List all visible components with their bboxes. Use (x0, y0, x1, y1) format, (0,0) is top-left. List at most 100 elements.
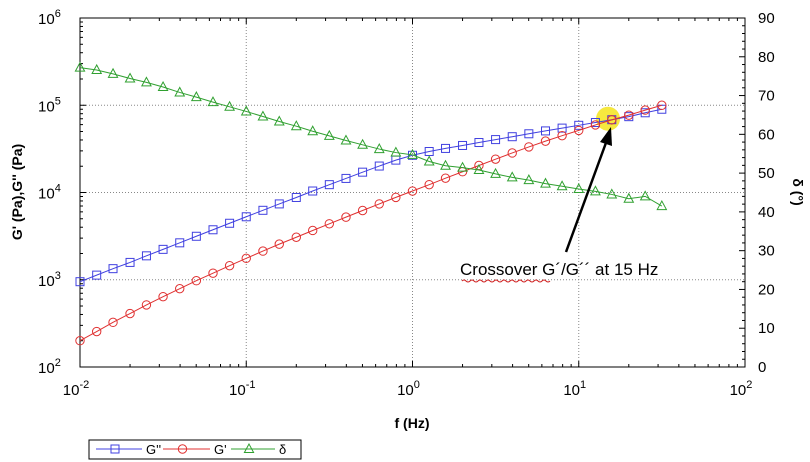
y-tick-label: 103 (38, 270, 61, 290)
data-point-square (75, 277, 85, 287)
data-point-circle (191, 276, 202, 286)
data-point-triangle (457, 161, 468, 172)
series-delta (74, 61, 668, 211)
data-point-circle (607, 115, 617, 125)
data-point-square (557, 123, 567, 133)
data-point-circle (241, 253, 251, 264)
data-point-triangle (141, 76, 152, 87)
data-point-triangle (390, 146, 402, 157)
annotation-arrow-line (564, 139, 609, 253)
data-point-square (225, 218, 235, 228)
data-point-square (640, 108, 650, 118)
data-point-circle (108, 317, 118, 328)
data-point-square (657, 104, 667, 114)
data-point-square (125, 257, 135, 267)
data-point-circle (208, 268, 218, 278)
x-tick-label: 100 (397, 379, 420, 399)
data-point-triangle (407, 148, 418, 159)
data-point-square (491, 135, 501, 145)
data-point-circle (291, 232, 301, 242)
data-point-square (358, 167, 368, 177)
y2-tick-label: 20 (758, 281, 775, 298)
y-tick-label: 104 (38, 183, 61, 203)
y2-tick-label: 50 (758, 165, 775, 182)
data-point-circle (440, 173, 451, 183)
data-point-square (541, 126, 551, 136)
data-point-triangle (573, 182, 585, 194)
data-point-triangle (656, 200, 668, 211)
data-point-circle (557, 130, 567, 141)
data-point-square (441, 143, 451, 153)
data-point-square (291, 192, 301, 202)
data-point-square (241, 212, 251, 222)
data-point-triangle (124, 72, 136, 83)
data-point-triangle (190, 91, 202, 102)
data-point-triangle (257, 110, 269, 121)
data-point-circle (590, 120, 601, 130)
data-point-triangle (157, 80, 169, 92)
data-point-triangle (540, 177, 551, 188)
data-point-triangle (240, 105, 252, 116)
data-point-triangle (556, 180, 568, 191)
data-point-square (408, 150, 417, 160)
data-point-triangle (323, 129, 335, 140)
data-point-circle (524, 142, 534, 152)
data-point-square (458, 140, 468, 150)
x-axis-title: f (Hz) (395, 415, 430, 431)
data-point-square (208, 225, 218, 235)
data-point-circle (407, 186, 418, 196)
data-point-triangle (340, 134, 352, 145)
data-point-square (374, 161, 384, 171)
data-point-circle (624, 110, 634, 120)
data-point-triangle (243, 442, 255, 453)
x-tick-label: 10-2 (63, 379, 89, 399)
data-point-circle (424, 179, 434, 190)
data-point-triangle (490, 167, 502, 178)
y2-axis-title: δ (°) (790, 178, 806, 205)
data-point-circle (507, 148, 517, 158)
data-point-triangle (473, 163, 485, 175)
data-point-square (574, 120, 584, 130)
data-point-triangle (91, 63, 103, 74)
y2-tick-label: 0 (758, 359, 766, 376)
series-group (74, 61, 668, 346)
data-point-triangle (107, 67, 119, 78)
y-tick-label: 105 (38, 95, 61, 115)
legend-label: G' (214, 442, 227, 457)
y-tick-label: 102 (38, 357, 61, 377)
annotation-arrowhead (600, 127, 612, 146)
y-tick-label: 106 (38, 8, 61, 28)
data-point-triangle (589, 185, 601, 196)
x-tick-labels: 10-2 10-1 100 101 102 (63, 379, 753, 399)
annotation-text: Crossover G´/G´´ at 15 Hz (460, 260, 658, 279)
y-axis-title: G' (Pa),G'' (Pa) (9, 144, 25, 240)
y-tick-labels: 102 103 104 105 106 (38, 8, 61, 377)
y2-tick-label: 40 (758, 204, 775, 221)
data-point-circle (141, 300, 152, 310)
data-point-square (92, 270, 102, 280)
data-point-triangle (506, 171, 518, 182)
data-point-circle (490, 154, 501, 164)
data-point-circle (274, 239, 284, 249)
data-point-triangle (74, 61, 86, 72)
data-point-circle (224, 260, 235, 271)
data-point-square (158, 244, 168, 254)
data-point-circle (75, 336, 85, 346)
data-point-square (474, 138, 484, 148)
data-point-circle (158, 291, 168, 302)
data-point-square (141, 251, 151, 261)
y2-tick-label: 90 (758, 10, 775, 27)
series-line (79, 104, 662, 342)
data-point-triangle (273, 115, 285, 126)
data-point-circle (391, 192, 401, 203)
data-point-square (258, 205, 268, 215)
data-point-square (324, 180, 334, 190)
data-point-square (341, 173, 351, 183)
data-point-circle (258, 246, 268, 256)
data-point-triangle (373, 143, 385, 154)
y2-tick-label: 80 (758, 49, 775, 66)
data-point-triangle (423, 155, 435, 166)
data-point-circle (657, 100, 667, 110)
y2-tick-label: 10 (758, 320, 775, 337)
